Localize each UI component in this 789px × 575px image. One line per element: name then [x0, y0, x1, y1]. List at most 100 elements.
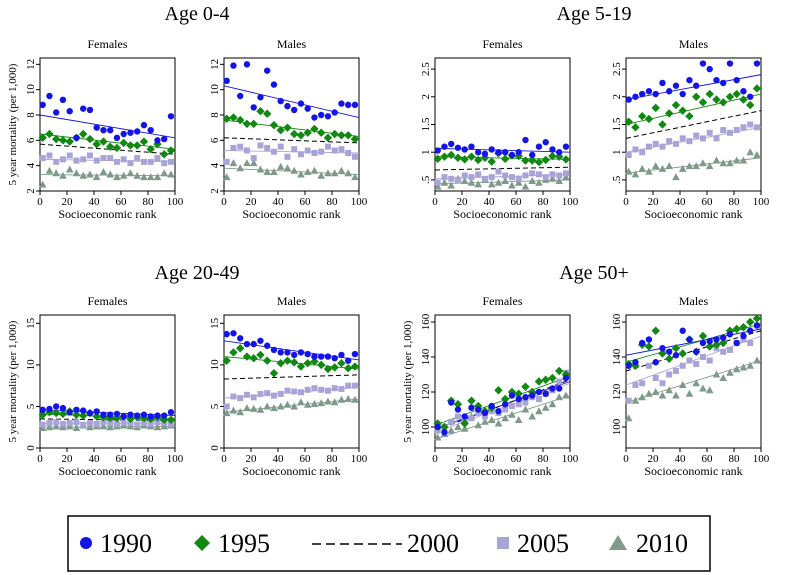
point-1990: [113, 134, 121, 141]
point-2005: [291, 146, 298, 153]
point-2010: [153, 423, 162, 431]
point-2005: [652, 140, 659, 147]
point-1995: [719, 98, 728, 107]
fit-line-1990: [39, 114, 176, 139]
point-2010: [119, 171, 128, 179]
point-1990: [726, 60, 734, 67]
point-1995: [514, 389, 523, 398]
point-2010: [712, 156, 721, 164]
point-2005: [73, 157, 80, 164]
point-2005: [686, 357, 693, 364]
point-2005: [53, 419, 60, 426]
point-2005: [535, 396, 542, 402]
panel-subtitle: Males: [277, 294, 307, 308]
point-2010: [133, 171, 141, 179]
point-2005: [441, 174, 448, 181]
point-2010: [447, 426, 455, 434]
point-2005: [713, 135, 720, 142]
point-1995: [658, 120, 667, 129]
point-1995: [310, 357, 319, 366]
point-2010: [344, 394, 352, 402]
panel-subtitle: Males: [277, 37, 307, 51]
panel-age-20-49-males: Males 0 20 40 60 80 100 0 5 10 15 Socioeconomic ran…: [209, 294, 368, 478]
point-1995: [467, 396, 476, 405]
point-2010: [487, 180, 496, 188]
point-2010: [310, 166, 319, 174]
point-2010: [494, 178, 503, 186]
point-1995: [631, 123, 640, 132]
plot-frame: [39, 314, 176, 449]
point-1995: [651, 103, 660, 113]
point-2010: [290, 166, 298, 174]
point-2005: [291, 388, 298, 395]
point-1995: [242, 119, 252, 129]
x-tick-label: 40: [484, 453, 496, 465]
point-2005: [351, 382, 358, 389]
point-2005: [672, 140, 679, 147]
point-2005: [468, 415, 475, 422]
point-2005: [529, 170, 536, 177]
point-1990: [672, 352, 680, 359]
point-2010: [535, 178, 543, 186]
point-1990: [475, 406, 482, 413]
point-1995: [45, 129, 54, 139]
point-1990: [508, 151, 516, 159]
point-1990: [140, 121, 148, 129]
point-2005: [679, 362, 686, 369]
y-tick-label: 160: [420, 313, 432, 330]
point-2005: [154, 155, 161, 162]
point-1995: [269, 120, 279, 130]
point-1990: [549, 385, 556, 392]
point-2010: [726, 368, 734, 376]
point-2010: [685, 162, 694, 170]
point-1990: [39, 406, 46, 413]
point-1995: [732, 324, 741, 334]
point-2010: [535, 407, 543, 415]
point-2010: [746, 148, 754, 156]
point-1995: [725, 326, 735, 335]
point-2005: [86, 152, 93, 159]
point-1990: [753, 322, 761, 329]
point-1990: [297, 349, 305, 356]
point-1990: [625, 96, 632, 103]
point-2010: [167, 170, 175, 178]
point-1990: [127, 129, 134, 136]
y-tick-label: 160: [611, 313, 623, 330]
point-1995: [58, 409, 68, 419]
point-2005: [311, 385, 318, 392]
point-2005: [147, 158, 154, 165]
point-1995: [712, 340, 721, 349]
point-1995: [698, 331, 708, 341]
point-1995: [638, 111, 647, 121]
point-2005: [297, 389, 304, 396]
point-2010: [460, 177, 469, 185]
point-1995: [555, 366, 564, 376]
point-2005: [237, 143, 244, 150]
point-1990: [100, 411, 107, 418]
point-1990: [277, 349, 284, 356]
point-2005: [154, 419, 161, 426]
x-tick-label: 20: [62, 196, 74, 208]
point-1995: [453, 153, 463, 162]
legend-label-1995: 1995: [218, 529, 270, 558]
x-tick-label: 0: [37, 453, 43, 465]
point-1995: [541, 375, 550, 384]
point-2010: [92, 173, 101, 181]
point-1990: [338, 351, 345, 359]
point-2010: [672, 173, 680, 181]
point-1995: [65, 137, 74, 146]
point-1995: [263, 356, 272, 365]
point-1990: [515, 149, 522, 156]
point-1995: [739, 95, 748, 104]
point-2010: [555, 177, 563, 185]
point-2010: [99, 168, 108, 175]
point-2010: [440, 178, 449, 186]
point-1995: [746, 100, 755, 110]
point-2010: [739, 363, 748, 371]
point-1990: [100, 127, 107, 134]
point-2005: [625, 151, 632, 158]
point-2005: [107, 420, 114, 427]
point-1990: [277, 97, 284, 105]
point-1990: [264, 67, 271, 74]
point-1990: [632, 93, 639, 100]
